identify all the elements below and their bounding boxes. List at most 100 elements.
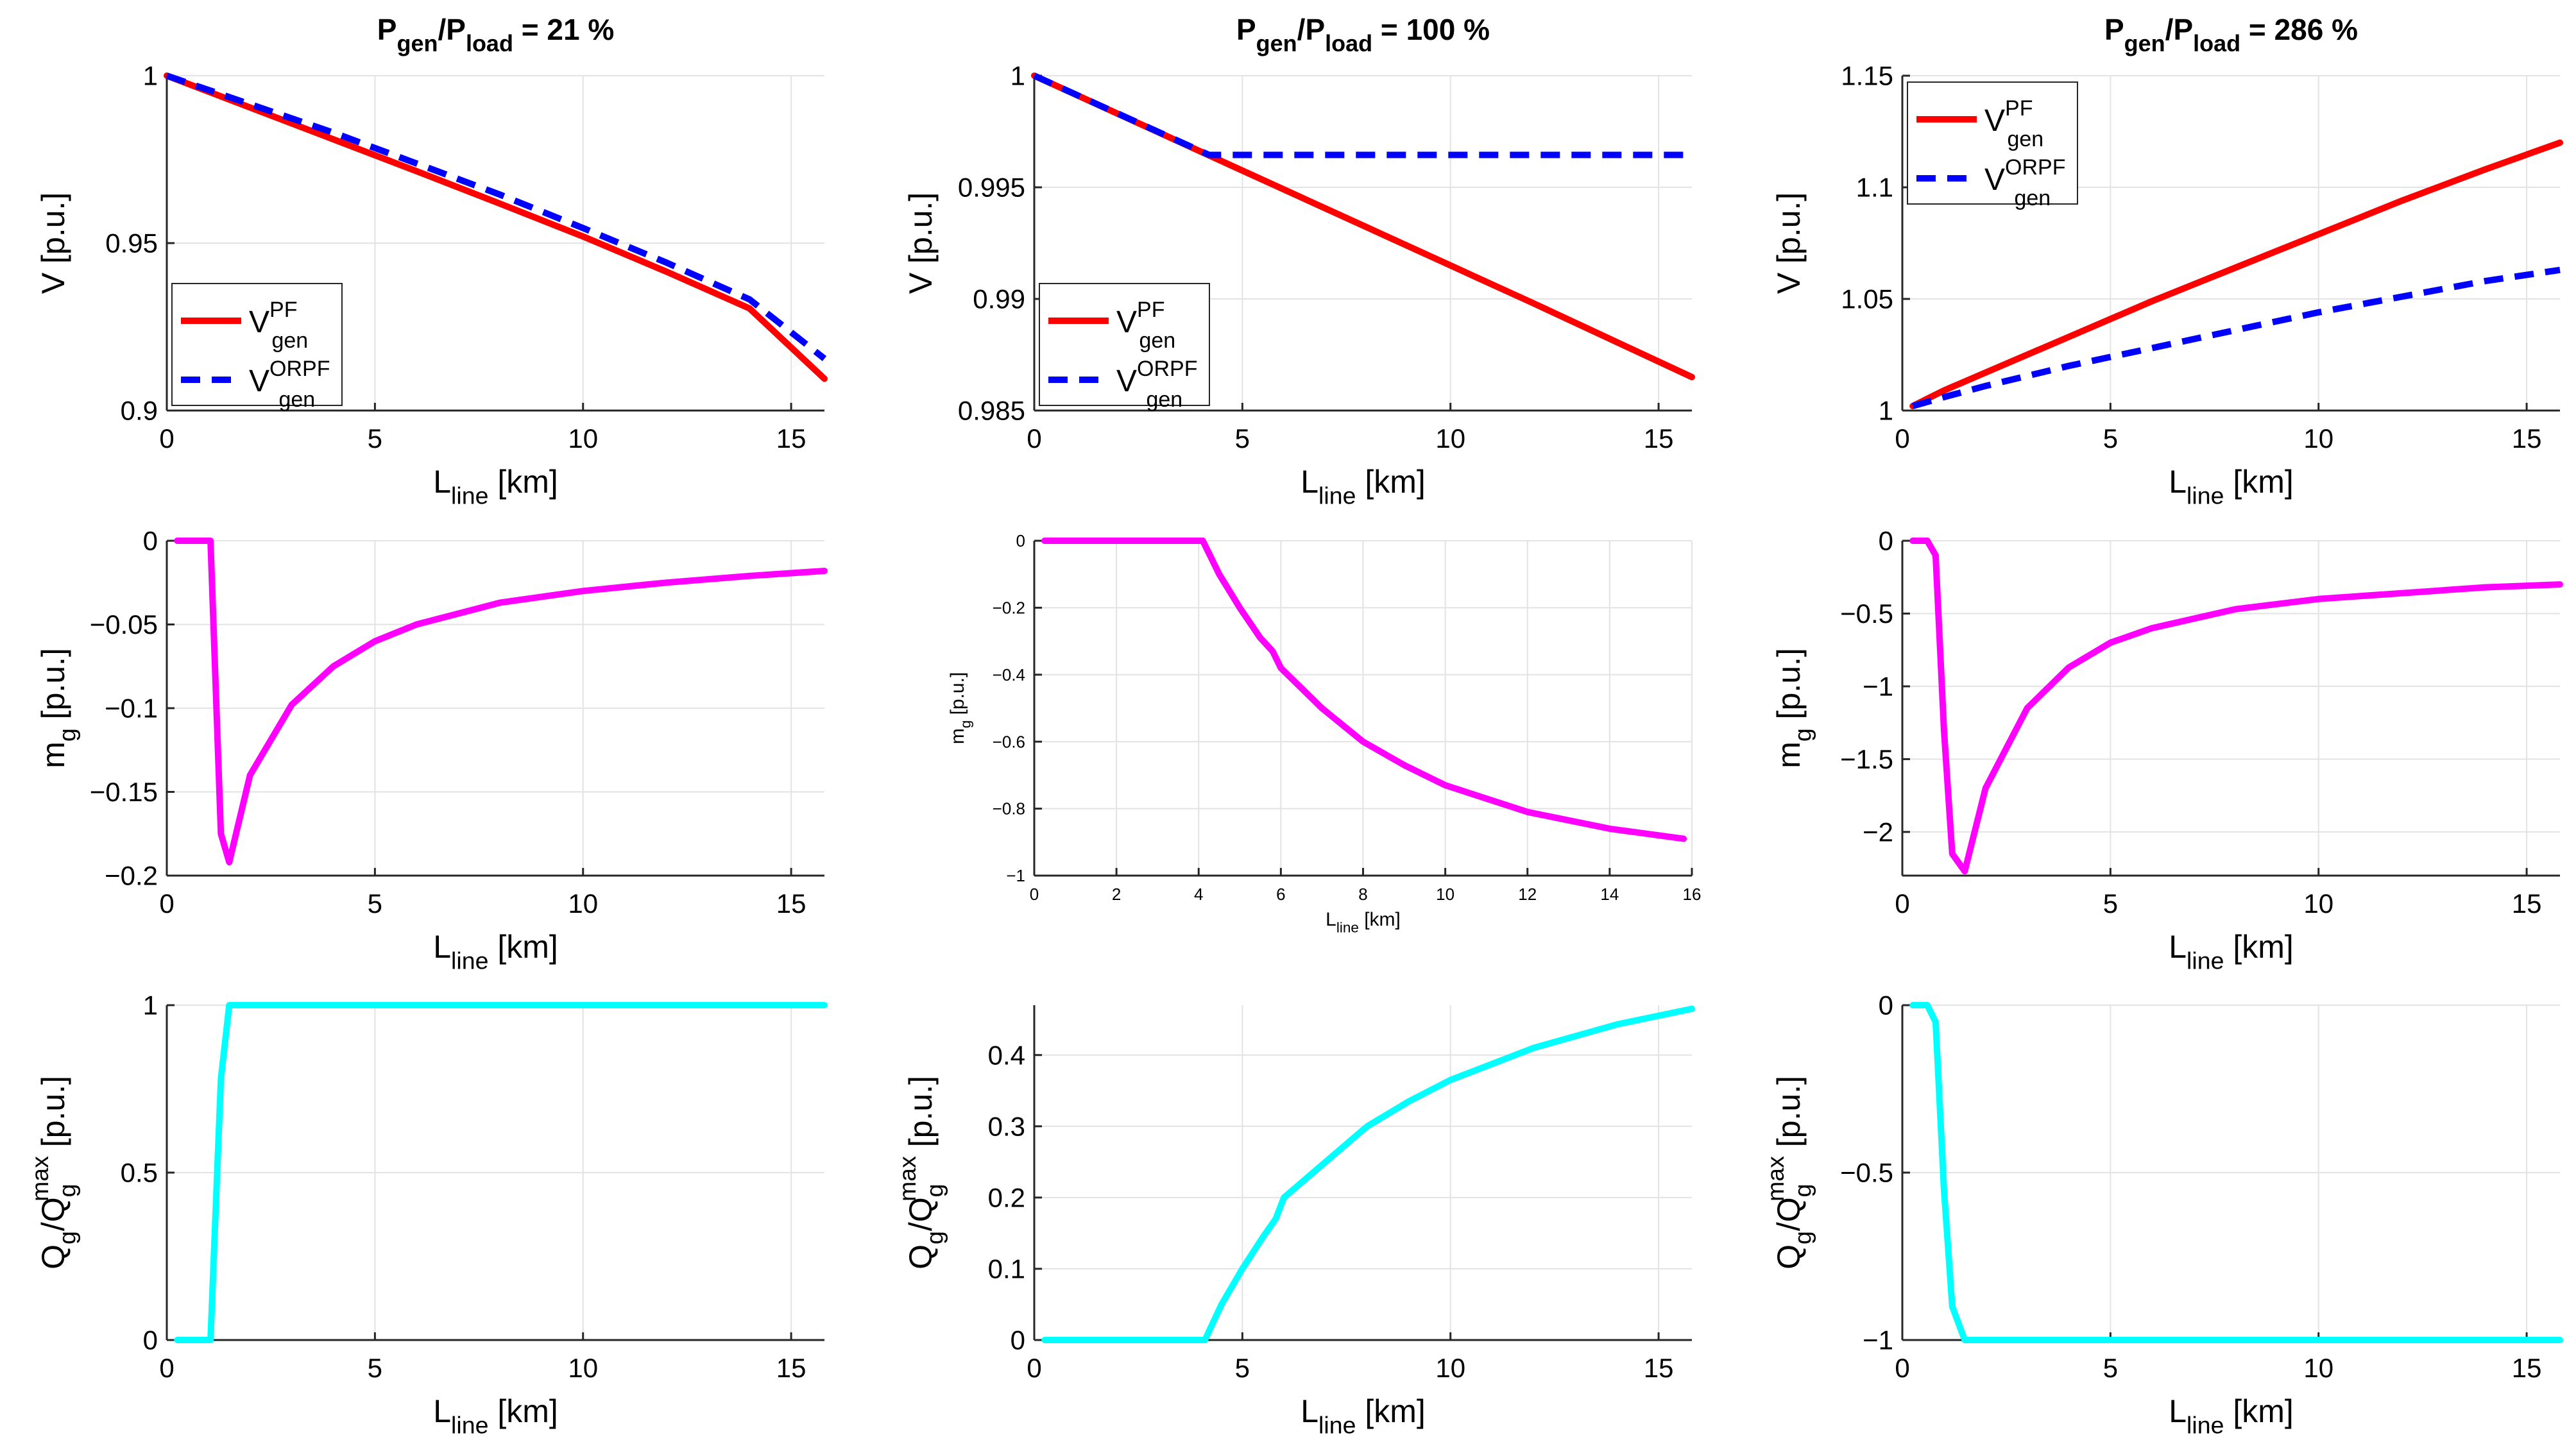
x-axis-label: Lline [km] — [2169, 464, 2294, 509]
y-axis-label: mg [p.u.] — [35, 648, 81, 768]
y-axis-label: mg [p.u.] — [947, 672, 974, 745]
y-tick-label: −2 — [1863, 817, 1893, 847]
x-tick-label: 10 — [568, 888, 598, 919]
chart-qg-286: 0 5 10 15 −1 −0.5 0 Lline [km] Qg/Qgmax [p.u.] — [1762, 990, 2563, 1439]
y-tick-label: −1 — [1863, 1325, 1893, 1355]
x-tick-label: 10 — [2303, 423, 2333, 454]
x-axis-label: Lline [km] — [433, 464, 558, 509]
x-axis-label: Lline [km] — [1301, 1393, 1426, 1439]
x-tick-label: 15 — [2512, 888, 2542, 919]
x-tick-label: 10 — [2303, 888, 2333, 919]
y-tick-label: 1 — [1879, 396, 1893, 426]
series-line-0 — [164, 72, 828, 382]
x-tick-label: 5 — [1235, 1353, 1250, 1383]
chart-v-100: 0 5 10 15 0.985 0.99 0.995 1 Lline [km] V [p.u.] V… — [903, 61, 1695, 509]
y-tick-label: 0 — [1879, 526, 1893, 556]
x-tick-label: 15 — [2512, 423, 2542, 454]
y-tick-label: 0.9 — [121, 396, 158, 426]
y-tick-label: 0.985 — [958, 396, 1025, 426]
x-tick-label: 10 — [1435, 1353, 1465, 1383]
x-tick-label: 0 — [159, 1353, 174, 1383]
series-line-0 — [174, 538, 828, 866]
x-tick-label: 0 — [1895, 888, 1909, 919]
x-tick-label: 15 — [2512, 1353, 2542, 1383]
y-tick-label: −1 — [1006, 866, 1025, 885]
x-tick-label: 5 — [2103, 423, 2118, 454]
chart-v-21: 0 5 10 15 0.9 0.95 1 Lline [km] V [p.u.] VPF genVO… — [35, 61, 828, 509]
y-tick-label: 1.1 — [1856, 173, 1893, 203]
y-tick-label: 0 — [1879, 990, 1893, 1021]
y-tick-label: 0.1 — [988, 1254, 1025, 1284]
series-line-0 — [1909, 538, 2563, 875]
x-tick-label: 0 — [159, 423, 174, 454]
series-line-0 — [1041, 1005, 1695, 1343]
y-tick-label: −0.15 — [90, 777, 158, 807]
series-line-0 — [1031, 72, 1695, 380]
x-tick-label: 5 — [368, 423, 382, 454]
y-tick-label: 0.3 — [988, 1112, 1025, 1142]
y-axis-label: mg [p.u.] — [1771, 648, 1816, 768]
x-tick-label: 4 — [1194, 885, 1203, 904]
x-tick-label: 15 — [1644, 423, 1674, 454]
y-axis-label: Qg/Qgmax [p.u.] — [26, 1076, 81, 1269]
x-axis-label: Lline [km] — [1301, 464, 1426, 509]
series-line-0 — [174, 1002, 828, 1343]
y-tick-label: 1.15 — [1841, 61, 1893, 91]
legend-box — [171, 283, 343, 406]
x-tick-label: 0 — [1895, 423, 1909, 454]
chart-mg-21: 0 5 10 15 −0.2 −0.15 −0.1 −0.05 0 Lline [km] mg [p… — [35, 526, 828, 974]
series-line-0 — [1909, 1002, 2563, 1343]
legend-label: VORPF gen — [1116, 357, 1197, 412]
x-tick-label: 15 — [1644, 1353, 1674, 1383]
x-tick-label: 6 — [1276, 885, 1285, 904]
y-tick-label: −0.2 — [105, 861, 158, 891]
y-tick-label: −1.5 — [1840, 744, 1893, 774]
legend-label: VPF gen — [1116, 298, 1175, 353]
y-axis-label: V [p.u.] — [903, 192, 939, 294]
chart-qg-21: 0 5 10 15 0 0.5 1 Lline [km] Qg/Qgmax [p.u.] — [26, 990, 828, 1439]
legend-box — [1907, 81, 2078, 205]
x-tick-label: 5 — [368, 1353, 382, 1383]
series-line-1 — [166, 72, 827, 362]
x-tick-label: 5 — [2103, 1353, 2118, 1383]
x-axis-label: Lline [km] — [2169, 1393, 2294, 1439]
series-line-1 — [1911, 266, 2561, 409]
x-tick-label: 16 — [1683, 885, 1702, 904]
x-tick-label: 10 — [1436, 885, 1454, 904]
x-tick-label: 12 — [1518, 885, 1537, 904]
x-tick-label: 14 — [1600, 885, 1619, 904]
y-tick-label: −0.1 — [105, 693, 158, 724]
x-tick-label: 0 — [159, 888, 174, 919]
y-tick-label: 0.995 — [958, 173, 1025, 203]
chart-v-286: 0 5 10 15 1 1.05 1.1 1.15 Lline [km] V [p.u.] VPF g… — [1771, 61, 2563, 509]
x-axis-label: Lline [km] — [433, 1393, 558, 1439]
legend-label: VPF gen — [249, 298, 308, 353]
x-tick-label: 15 — [776, 1353, 806, 1383]
y-tick-label: 0.2 — [988, 1183, 1025, 1213]
y-tick-label: 0.99 — [973, 284, 1025, 314]
x-tick-label: 10 — [2303, 1353, 2333, 1383]
x-tick-label: 10 — [568, 1353, 598, 1383]
x-tick-label: 5 — [1235, 423, 1250, 454]
y-tick-label: −0.6 — [993, 732, 1025, 751]
x-axis-label: Lline [km] — [2169, 929, 2294, 974]
x-axis-label: Lline [km] — [433, 929, 558, 974]
legend-box — [1039, 283, 1210, 406]
y-tick-label: 0 — [143, 526, 158, 556]
x-tick-label: 0 — [1030, 885, 1039, 904]
y-tick-label: −0.05 — [90, 609, 158, 640]
x-tick-label: 0 — [1027, 423, 1041, 454]
column-title: Pgen/Pload = 21 % — [377, 13, 614, 56]
y-tick-label: 1 — [1011, 61, 1025, 91]
y-axis-label: V [p.u.] — [35, 192, 71, 294]
y-axis-label: Qg/Qgmax [p.u.] — [1762, 1076, 1816, 1269]
y-tick-label: 0.4 — [988, 1040, 1025, 1070]
column-title: Pgen/Pload = 286 % — [2104, 13, 2358, 56]
x-tick-label: 15 — [776, 888, 806, 919]
y-tick-label: 0.95 — [105, 228, 158, 259]
x-tick-label: 10 — [568, 423, 598, 454]
